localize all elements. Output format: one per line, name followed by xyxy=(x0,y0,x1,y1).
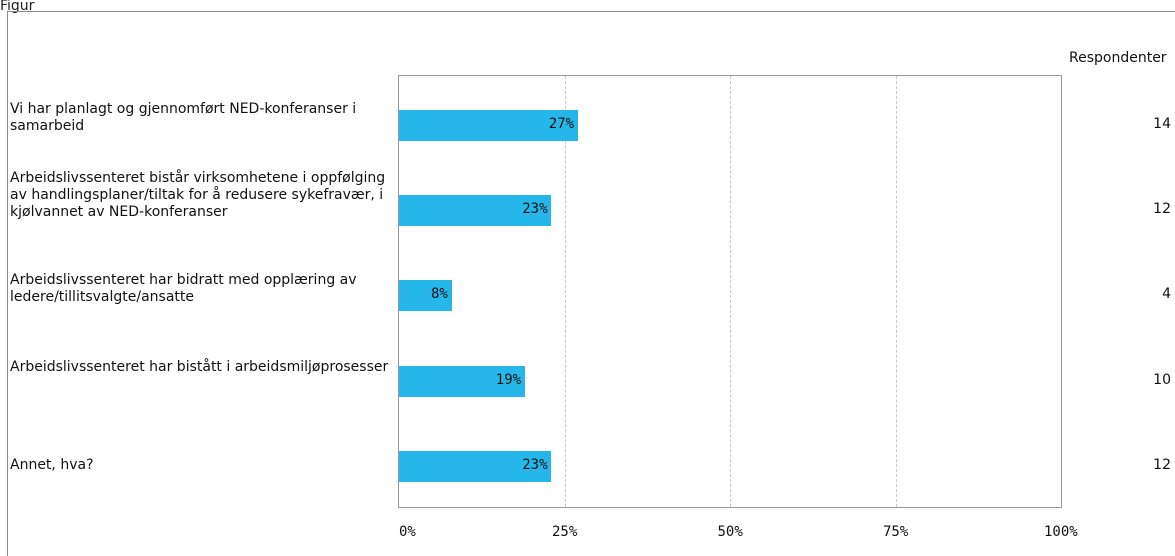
category-label: Annet, hva? xyxy=(10,457,94,473)
category-label: Arbeidslivssenteret bistår virksomhetene… xyxy=(10,170,386,220)
bar xyxy=(399,109,578,141)
bar-value-label: 19% xyxy=(495,372,522,388)
x-tick-label: 75% xyxy=(883,524,909,540)
bar xyxy=(399,365,525,397)
respondent-count: 12 xyxy=(1153,457,1171,473)
plot-area: 27% 23% 8% 19% 23% xyxy=(398,75,1062,508)
figure-label: Figur xyxy=(0,0,35,14)
x-tick-label: 0% xyxy=(399,524,416,540)
respondent-count: 10 xyxy=(1153,372,1171,388)
bar xyxy=(399,279,452,311)
category-label: Arbeidslivssenteret har bistått i arbeid… xyxy=(10,359,389,375)
x-tick-label: 50% xyxy=(717,524,743,540)
respondent-count: 4 xyxy=(1162,286,1171,302)
category-label: Arbeidslivssenteret har bidratt med oppl… xyxy=(10,272,357,305)
bar-value-label: 8% xyxy=(430,286,448,302)
x-tick-label: 100% xyxy=(1044,524,1078,540)
bar-value-label: 23% xyxy=(522,457,548,473)
respondents-header: Respondenter xyxy=(1069,50,1167,66)
bar-value-label: 27% xyxy=(548,116,575,132)
bar xyxy=(399,194,552,226)
x-tick-label: 25% xyxy=(552,524,578,540)
gridline xyxy=(895,76,897,507)
respondent-count: 12 xyxy=(1153,201,1171,217)
bar-value-label: 23% xyxy=(522,201,548,217)
bar xyxy=(399,450,552,482)
gridline xyxy=(564,76,566,507)
category-label: Vi har planlagt og gjennomført NED-konfe… xyxy=(10,101,357,134)
gridline xyxy=(730,76,731,507)
respondent-count: 14 xyxy=(1153,116,1171,132)
chart-frame xyxy=(7,11,1175,556)
